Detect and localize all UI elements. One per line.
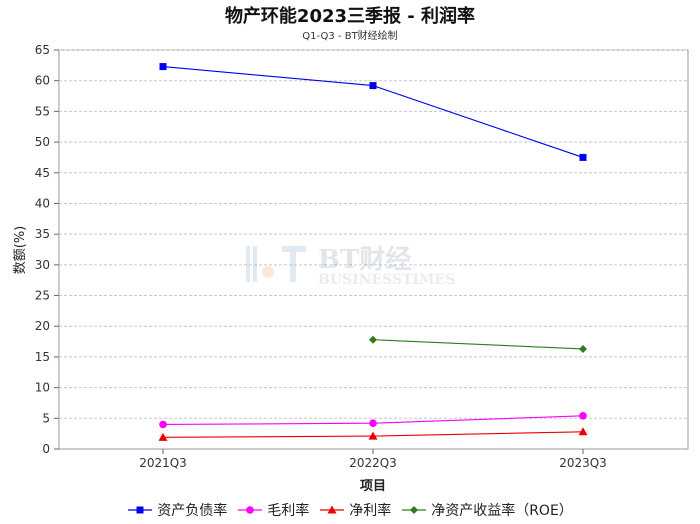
data-point: [369, 419, 377, 428]
data-point: [158, 432, 168, 441]
y-axis: 0 5 10 15 20 25 30 35 40 45 50 55 60 65: [35, 43, 59, 456]
series-1: [159, 412, 587, 429]
legend-swatch: [238, 506, 263, 514]
y-tick-label: 60: [35, 74, 50, 88]
data-point: [579, 344, 587, 353]
x-tick-label: 2021Q3: [139, 456, 187, 470]
legend-swatch: [128, 506, 153, 514]
y-tick-label: 20: [35, 319, 50, 333]
series-layer: [158, 63, 588, 441]
data-point: [159, 420, 167, 429]
data-point: [368, 431, 378, 440]
series-3: [369, 335, 587, 353]
legend-item: 毛利率: [237, 500, 309, 520]
legend-item: 净利率: [319, 500, 391, 520]
legend-item: 资产负债率: [127, 500, 227, 520]
data-point: [369, 335, 377, 344]
legend-swatch: [320, 505, 345, 514]
legend: 资产负债率 毛利率 净利率 净资产收益率（ROE）: [0, 500, 700, 520]
legend-label: 净资产收益率（ROE）: [431, 503, 573, 519]
chart-subtitle: Q1-Q3 - BT财经绘制: [302, 31, 398, 42]
x-axis: 2021Q3 2022Q3 2023Q3: [139, 449, 607, 470]
line-chart: BT财经 BUSINESSTIMES 0 5 10 15 20 25 30 35 40 45 50 5…: [13, 43, 689, 494]
y-tick-label: 45: [35, 166, 50, 180]
x-tick-label: 2022Q3: [349, 456, 397, 470]
series-2: [158, 427, 588, 441]
legend-marker: [410, 506, 419, 514]
y-tick-label: 10: [35, 381, 50, 395]
x-tick-label: 2023Q3: [559, 456, 607, 470]
legend-label: 资产负债率: [157, 503, 228, 519]
y-tick-label: 55: [35, 104, 50, 118]
legend-label: 净利率: [349, 503, 392, 519]
y-tick-label: 5: [42, 411, 50, 425]
watermark-logo: BT财经 BUSINESSTIMES: [246, 244, 455, 288]
legend-swatch: [402, 506, 427, 514]
x-axis-label: 项目: [360, 479, 386, 494]
watermark-sub: BUSINESSTIMES: [318, 272, 455, 288]
y-tick-label: 65: [35, 43, 50, 57]
data-point: [579, 412, 587, 420]
legend-marker: [246, 506, 255, 514]
plot-area: [58, 49, 689, 450]
y-tick-label: 25: [35, 289, 50, 303]
legend-item: 净资产收益率（ROE）: [401, 500, 573, 520]
y-tick-label: 35: [35, 227, 50, 241]
series-line: [372, 339, 584, 350]
data-point: [159, 63, 167, 71]
data-point: [579, 153, 587, 161]
series-0: [159, 63, 587, 161]
y-tick-label: 40: [35, 196, 50, 210]
y-tick-label: 30: [35, 258, 50, 272]
y-tick-label: 0: [42, 442, 50, 456]
data-point: [578, 427, 588, 436]
y-axis-label: 数额(%): [13, 226, 28, 275]
legend-label: 毛利率: [267, 503, 310, 519]
watermark-brand: BT财经: [318, 244, 411, 275]
y-tick-label: 15: [35, 350, 50, 364]
legend-marker: [136, 506, 144, 514]
legend-marker: [327, 505, 337, 514]
y-tick-label: 50: [35, 135, 50, 149]
chart-title: 物产环能2023三季报 - 利润率: [224, 6, 476, 27]
data-point: [369, 82, 377, 90]
